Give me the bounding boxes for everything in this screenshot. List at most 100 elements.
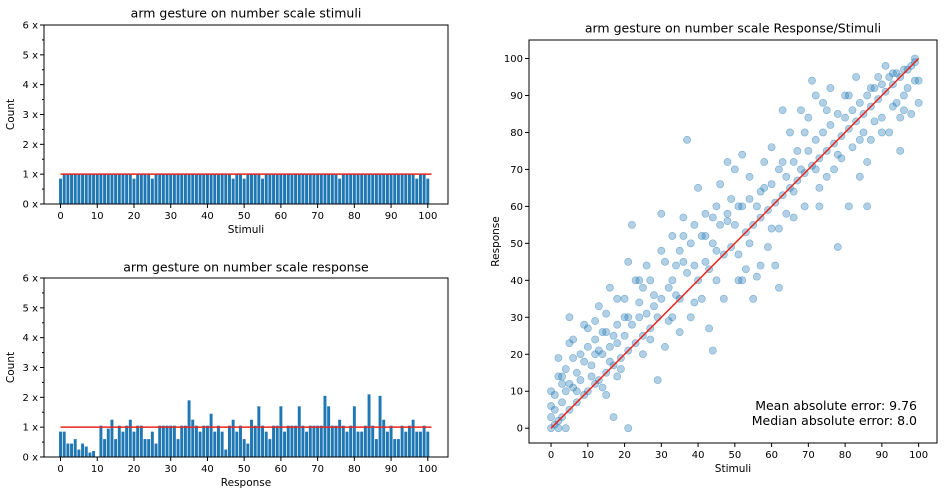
scatter-point	[863, 158, 872, 166]
histogram-bar	[396, 174, 400, 204]
histogram-bar	[378, 174, 382, 204]
x-tick-label: 40	[201, 211, 214, 222]
scatter-ylabel: Response	[490, 216, 502, 266]
scatter-point	[911, 54, 919, 63]
histogram-bar	[352, 174, 356, 204]
histogram-bar	[169, 174, 173, 204]
histogram-bar	[327, 406, 331, 457]
histogram-bar	[205, 174, 209, 204]
scatter-point	[771, 261, 780, 270]
x-tick-label: 0	[57, 211, 63, 222]
scatter-point	[775, 165, 783, 174]
scatter-point	[738, 276, 747, 285]
scatter-point	[870, 117, 879, 126]
histogram-bar	[183, 425, 187, 457]
histogram-bar	[411, 419, 415, 457]
histogram-bar	[73, 174, 77, 204]
scatter-point	[602, 328, 611, 336]
response-histogram-xlabel: Response	[221, 477, 271, 489]
histogram-bar	[246, 174, 250, 204]
scatter-point	[609, 331, 618, 340]
scatter-point	[855, 172, 864, 181]
x-tick-label: 60	[275, 464, 288, 475]
histogram-bar	[81, 174, 85, 204]
scatter-point	[701, 209, 710, 218]
response-histogram-bars	[59, 394, 430, 457]
scatter-point	[819, 98, 827, 107]
scatter-point	[859, 128, 868, 137]
scatter-point	[690, 298, 699, 307]
scatter-point	[775, 224, 783, 233]
scatter-point	[624, 257, 633, 266]
scatter-point	[628, 220, 636, 229]
histogram-bar	[338, 419, 342, 457]
scatter-point	[800, 128, 809, 137]
histogram-bar	[84, 446, 88, 457]
scatter-point	[778, 158, 787, 166]
scatter-point	[561, 387, 570, 396]
y-tick-label: 3 x	[23, 363, 39, 374]
histogram-bar	[294, 174, 298, 204]
histogram-bar	[235, 431, 239, 457]
stimuli-y-ticks: 0 x 1 x 2 x 3 x 4 x 5 x 6 x	[23, 21, 44, 211]
scatter-point	[686, 239, 695, 248]
histogram-bar	[330, 174, 334, 204]
scatter-point	[594, 302, 603, 311]
histogram-bar	[360, 431, 364, 457]
scatter-point	[661, 257, 669, 266]
histogram-bar	[150, 431, 154, 457]
scatter-point	[642, 261, 651, 270]
x-tick-label: 50	[238, 464, 251, 475]
histogram-bar	[92, 451, 96, 457]
scatter-point	[657, 294, 666, 303]
scatter-point	[650, 291, 658, 300]
scatter-point	[591, 317, 600, 325]
histogram-bar	[213, 431, 217, 457]
scatter-point	[639, 283, 647, 292]
histogram-bar	[301, 174, 305, 204]
scatter-point	[914, 98, 923, 107]
scatter-point	[686, 313, 695, 322]
scatter-point	[888, 69, 897, 78]
scatter-point	[635, 276, 644, 285]
scatter-point	[701, 232, 710, 240]
scatter-point	[591, 350, 600, 359]
scatter-point	[833, 150, 842, 159]
scatter-point	[730, 220, 739, 229]
histogram-bar	[165, 425, 169, 457]
scatter-point	[874, 73, 883, 81]
histogram-bar	[66, 443, 70, 457]
x-tick-label: 60	[275, 211, 288, 222]
scatter-point	[826, 84, 835, 92]
y-tick-label: 0 x	[23, 453, 39, 464]
histogram-bar	[327, 174, 331, 204]
response-histogram-frame	[43, 277, 449, 458]
histogram-bar	[128, 174, 132, 204]
histogram-bar	[228, 174, 231, 204]
scatter-point	[572, 387, 581, 396]
histogram-bar	[367, 174, 371, 204]
scatter-point	[767, 224, 776, 233]
histogram-bar	[356, 174, 360, 204]
y-tick-label: 1 x	[23, 423, 39, 434]
histogram-bar	[205, 425, 209, 457]
histogram-bar	[264, 431, 268, 457]
histogram-bar	[70, 443, 74, 457]
scatter-point	[830, 165, 838, 174]
histogram-bar	[356, 431, 360, 457]
scatter-point	[723, 209, 732, 218]
scatter-point	[852, 73, 861, 81]
scatter-point	[903, 84, 912, 92]
histogram-bar	[70, 174, 74, 204]
stimuli-histogram-xlabel: Stimuli	[228, 224, 264, 236]
histogram-bar	[99, 425, 103, 457]
scatter-point	[679, 257, 688, 266]
histogram-bar	[371, 174, 375, 204]
histogram-bar	[349, 425, 353, 457]
histogram-bar	[272, 425, 276, 457]
x-tick-label: 70	[311, 211, 324, 222]
y-tick-label: 4 x	[23, 80, 39, 91]
histogram-bar	[224, 449, 228, 457]
histogram-bar	[132, 431, 136, 457]
histogram-bar	[59, 431, 62, 457]
